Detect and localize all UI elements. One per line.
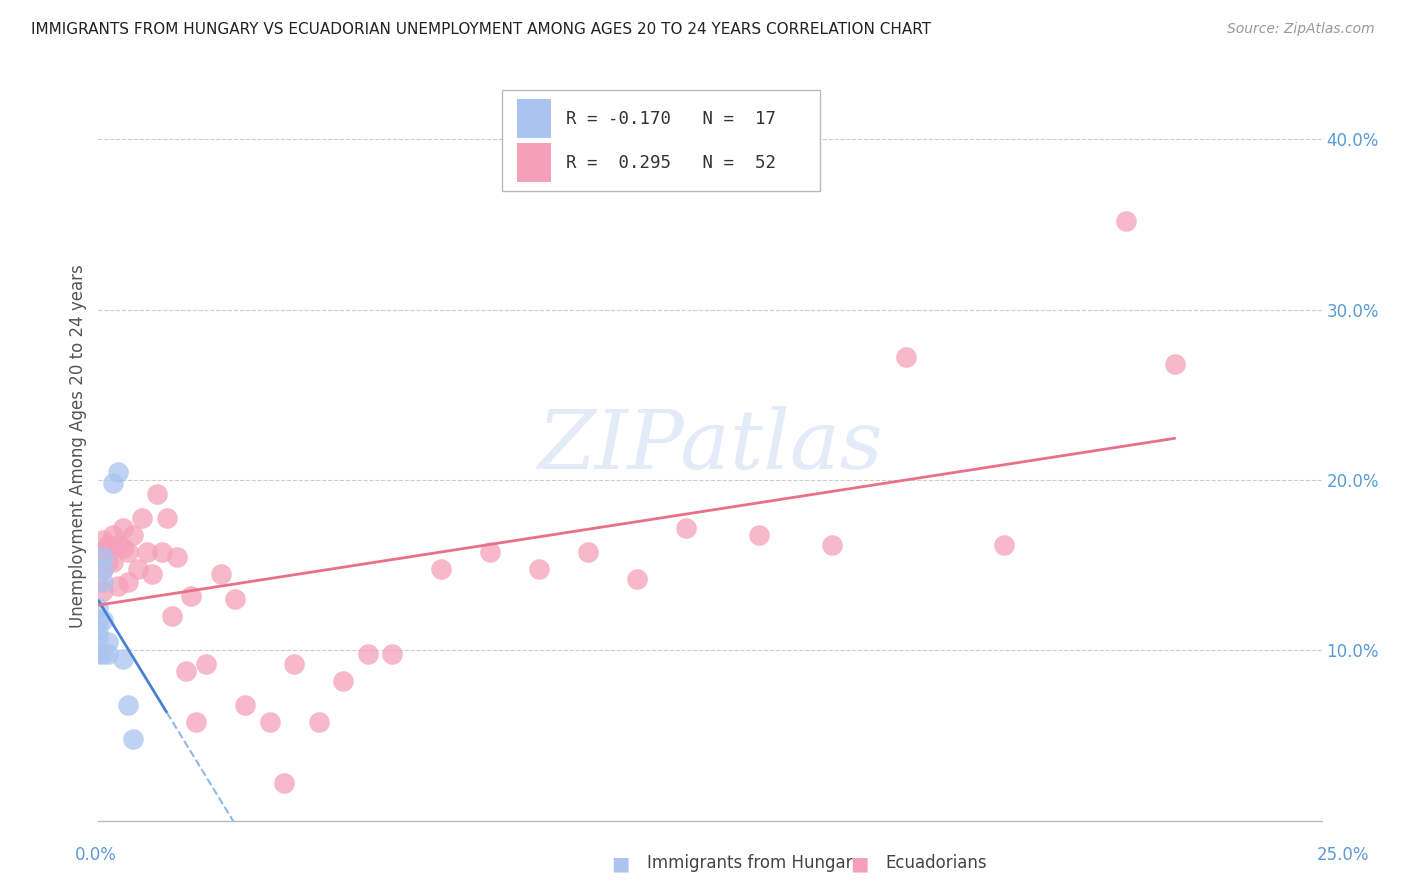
Point xyxy=(894,351,917,365)
Point xyxy=(111,541,134,556)
Point xyxy=(87,647,110,661)
Point xyxy=(209,566,232,581)
Point xyxy=(576,544,599,558)
Point xyxy=(273,776,295,790)
Point xyxy=(91,583,114,598)
Point xyxy=(166,549,188,564)
Point xyxy=(117,575,139,590)
Point xyxy=(97,635,120,649)
Point xyxy=(150,544,173,558)
Point xyxy=(748,527,770,541)
Bar xyxy=(502,90,820,191)
Point xyxy=(87,549,110,564)
Point xyxy=(283,657,305,671)
Point xyxy=(141,566,163,581)
Point xyxy=(91,647,114,661)
Point xyxy=(233,698,256,712)
Point xyxy=(117,698,139,712)
Point xyxy=(356,647,378,661)
Point xyxy=(107,465,129,479)
Point xyxy=(675,521,697,535)
Point xyxy=(111,521,134,535)
Point xyxy=(180,589,202,603)
Point xyxy=(332,673,354,688)
Text: 0.0%: 0.0% xyxy=(75,846,117,863)
Point xyxy=(91,561,114,575)
Text: IMMIGRANTS FROM HUNGARY VS ECUADORIAN UNEMPLOYMENT AMONG AGES 20 TO 24 YEARS COR: IMMIGRANTS FROM HUNGARY VS ECUADORIAN UN… xyxy=(31,22,931,37)
Point xyxy=(195,657,218,671)
Point xyxy=(121,731,143,746)
Point xyxy=(160,609,183,624)
Point xyxy=(146,486,169,500)
Point xyxy=(111,652,134,666)
Point xyxy=(1164,357,1187,371)
Point xyxy=(87,613,110,627)
Point xyxy=(259,714,281,729)
Point xyxy=(87,600,110,615)
Text: 25.0%: 25.0% xyxy=(1316,846,1369,863)
Point xyxy=(117,544,139,558)
Point xyxy=(430,561,453,575)
Point xyxy=(87,630,110,644)
Point xyxy=(478,544,501,558)
Point xyxy=(136,544,159,558)
Point xyxy=(91,549,114,564)
Bar xyxy=(517,99,551,138)
Point xyxy=(91,561,114,575)
Bar xyxy=(517,144,551,182)
Point xyxy=(101,527,124,541)
Point xyxy=(107,579,129,593)
Point xyxy=(87,575,110,590)
Point xyxy=(97,647,120,661)
Text: Immigrants from Hungary: Immigrants from Hungary xyxy=(647,855,862,872)
Text: ■: ■ xyxy=(612,854,630,873)
Point xyxy=(131,510,153,524)
Point xyxy=(101,555,124,569)
Text: R =  0.295   N =  52: R = 0.295 N = 52 xyxy=(565,153,776,172)
Point xyxy=(121,527,143,541)
Point xyxy=(821,538,844,552)
Point xyxy=(626,572,648,586)
Text: ■: ■ xyxy=(851,854,869,873)
Point xyxy=(527,561,550,575)
Point xyxy=(308,714,330,729)
Y-axis label: Unemployment Among Ages 20 to 24 years: Unemployment Among Ages 20 to 24 years xyxy=(69,264,87,628)
Point xyxy=(87,623,110,637)
Point xyxy=(101,476,124,491)
Text: R = -0.170   N =  17: R = -0.170 N = 17 xyxy=(565,110,776,128)
Point xyxy=(127,561,149,575)
Point xyxy=(91,544,114,558)
Point xyxy=(224,592,246,607)
Point xyxy=(91,575,114,590)
Text: Ecuadorians: Ecuadorians xyxy=(886,855,987,872)
Text: ZIPatlas: ZIPatlas xyxy=(537,406,883,486)
Point xyxy=(186,714,208,729)
Point xyxy=(97,538,120,552)
Point xyxy=(993,538,1015,552)
Text: Source: ZipAtlas.com: Source: ZipAtlas.com xyxy=(1227,22,1375,37)
Point xyxy=(107,538,129,552)
Point xyxy=(91,533,114,547)
Point xyxy=(1115,214,1137,228)
Point xyxy=(97,555,120,569)
Point xyxy=(91,613,114,627)
Point xyxy=(381,647,404,661)
Point xyxy=(156,510,179,524)
Point xyxy=(176,664,198,678)
